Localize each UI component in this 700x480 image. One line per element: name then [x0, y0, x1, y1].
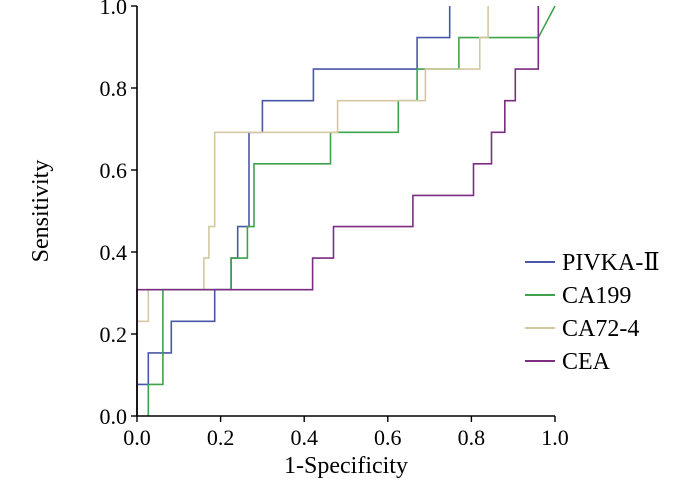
series-line-ca199: [147, 5, 556, 416]
y-tick-label: 0.4: [100, 240, 128, 265]
y-tick-label: 1.0: [100, 0, 128, 19]
y-tick-label: 0.2: [100, 322, 128, 347]
x-tick-label: 0.4: [290, 425, 318, 450]
y-axis-title: Sensitivity: [28, 160, 54, 263]
x-tick-label: 0.2: [207, 425, 235, 450]
axes: [136, 6, 555, 417]
series-line-cea: [136, 6, 540, 416]
x-axis-title: 1-Specificity: [284, 453, 408, 479]
y-tick-label: 0.8: [100, 76, 128, 101]
x-tick-label: 0.6: [374, 425, 402, 450]
legend-label: CA72-4: [562, 316, 639, 342]
y-tick-label: 0.0: [100, 404, 128, 429]
series-line-ca72-4: [136, 6, 489, 416]
legend-label: CA199: [562, 283, 631, 309]
x-tick-label: 0.0: [123, 425, 151, 450]
legend-label: CEA: [562, 349, 611, 375]
series-line-pivka: [136, 6, 451, 416]
x-tick-label: 0.8: [458, 425, 486, 450]
legend-label: PIVKA-Ⅱ: [562, 250, 660, 276]
x-tick-label: 1.0: [541, 425, 569, 450]
ticks: 0.0 0.2 0.4 0.6 0.8 1.0 0.0 0.2 0.4 0.6 0.8 1.0: [100, 0, 569, 450]
series-group: [136, 5, 556, 416]
legend: PIVKA-Ⅱ CA199 CA72-4 CEA: [525, 250, 660, 375]
y-tick-label: 0.6: [100, 158, 128, 183]
